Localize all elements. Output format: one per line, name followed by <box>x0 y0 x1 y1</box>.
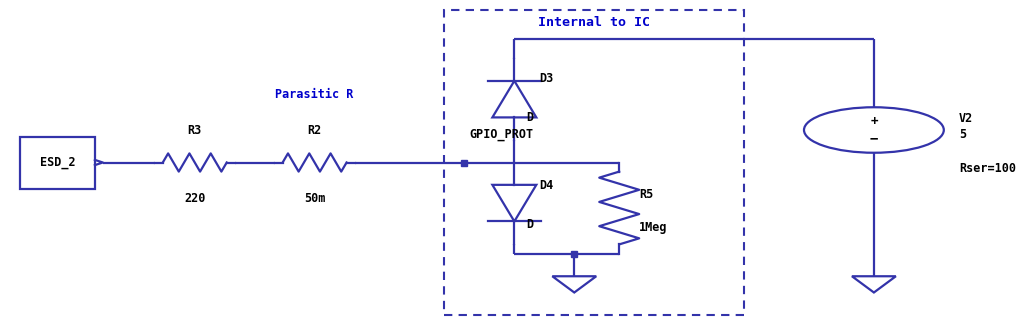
Text: D3: D3 <box>540 72 554 84</box>
Text: 220: 220 <box>184 192 206 205</box>
Text: R3: R3 <box>187 124 202 136</box>
Text: 5: 5 <box>958 128 966 141</box>
Text: D4: D4 <box>540 179 554 192</box>
Text: Rser=100: Rser=100 <box>958 162 1016 176</box>
FancyBboxPatch shape <box>20 136 95 188</box>
Text: 1Meg: 1Meg <box>639 221 668 234</box>
Text: ESD_2: ESD_2 <box>40 156 75 169</box>
Text: Internal to IC: Internal to IC <box>539 16 650 29</box>
Text: −: − <box>869 132 879 146</box>
Text: D: D <box>526 218 534 231</box>
Text: GPIO_PROT: GPIO_PROT <box>469 128 534 141</box>
Text: Parasitic R: Parasitic R <box>275 88 353 101</box>
Text: R5: R5 <box>639 188 653 202</box>
Text: +: + <box>870 115 878 128</box>
Text: 50m: 50m <box>304 192 326 205</box>
Text: R2: R2 <box>307 124 322 136</box>
Text: V2: V2 <box>958 112 973 125</box>
Text: D: D <box>526 111 534 124</box>
